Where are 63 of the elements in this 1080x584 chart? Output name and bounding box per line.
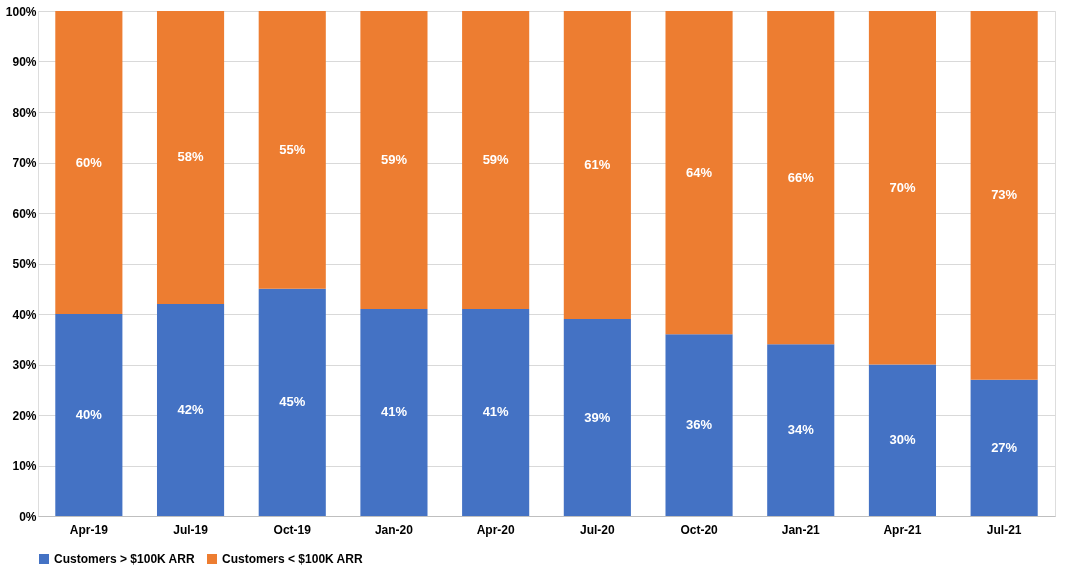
legend-label: Customers > $100K ARR bbox=[54, 552, 195, 566]
y-tick-label: 0% bbox=[19, 509, 37, 524]
y-tick-label: 90% bbox=[12, 55, 37, 69]
bar bbox=[156, 303, 225, 516]
bar bbox=[868, 11, 937, 365]
y-tick-label: 70% bbox=[12, 156, 37, 170]
bar bbox=[868, 364, 937, 516]
data-label: 59% bbox=[380, 151, 408, 167]
data-label: 61% bbox=[584, 157, 611, 173]
data-label: 30% bbox=[889, 432, 916, 448]
data-label: 66% bbox=[787, 169, 815, 185]
y-tick-label: 30% bbox=[12, 358, 37, 372]
bar bbox=[767, 11, 835, 345]
bar bbox=[665, 11, 733, 335]
x-tick-label: Jul-20 bbox=[580, 522, 616, 537]
x-tick-label: Apr-21 bbox=[883, 522, 922, 537]
data-label: 55% bbox=[279, 141, 306, 157]
bar bbox=[767, 344, 835, 516]
bar bbox=[55, 11, 123, 314]
y-tick-label: 10% bbox=[12, 459, 37, 473]
bar bbox=[258, 11, 326, 289]
data-label: 59% bbox=[482, 151, 510, 167]
x-tick-label: Oct-20 bbox=[680, 522, 719, 537]
data-label: 40% bbox=[75, 407, 103, 422]
data-label: 60% bbox=[75, 154, 103, 170]
bar bbox=[55, 314, 123, 516]
bar bbox=[462, 308, 530, 516]
data-label: 45% bbox=[279, 394, 306, 410]
x-tick-label: Jul-19 bbox=[173, 522, 209, 537]
y-tick-label: 60% bbox=[12, 206, 37, 221]
data-label: 41% bbox=[380, 404, 408, 420]
x-tick-label: Jan-20 bbox=[374, 522, 414, 537]
y-tick-label: 20% bbox=[12, 408, 37, 423]
y-tick-label: 40% bbox=[12, 307, 37, 322]
x-tick-label: Jan-21 bbox=[781, 522, 821, 537]
data-label: 70% bbox=[889, 179, 916, 195]
legend-label: Customers < $100K ARR bbox=[222, 552, 363, 566]
bar bbox=[360, 308, 428, 516]
x-tick-label: Oct-19 bbox=[273, 522, 312, 537]
bar bbox=[563, 319, 631, 516]
data-label: 58% bbox=[177, 149, 204, 165]
data-label: 34% bbox=[787, 422, 815, 438]
bar bbox=[462, 11, 530, 309]
data-label: 36% bbox=[686, 417, 713, 433]
x-tick-label: Apr-19 bbox=[69, 522, 109, 537]
bar bbox=[970, 379, 1038, 516]
bar bbox=[360, 11, 428, 309]
x-tick-label: Jul-21 bbox=[986, 522, 1022, 537]
bar bbox=[258, 288, 326, 516]
data-label: 64% bbox=[686, 164, 713, 180]
data-label: 73% bbox=[991, 187, 1018, 203]
bar bbox=[563, 11, 631, 320]
bar bbox=[156, 11, 225, 304]
bar bbox=[665, 334, 733, 516]
data-label: 42% bbox=[177, 401, 204, 417]
x-tick-label: Apr-20 bbox=[476, 522, 515, 537]
data-label: 41% bbox=[482, 404, 510, 420]
data-label: 27% bbox=[991, 439, 1018, 455]
data-label: 39% bbox=[584, 409, 611, 425]
y-tick-label: 80% bbox=[12, 105, 37, 120]
y-tick-label: 50% bbox=[12, 257, 37, 271]
y-tick-label: 100% bbox=[5, 4, 37, 19]
bar bbox=[970, 11, 1038, 380]
